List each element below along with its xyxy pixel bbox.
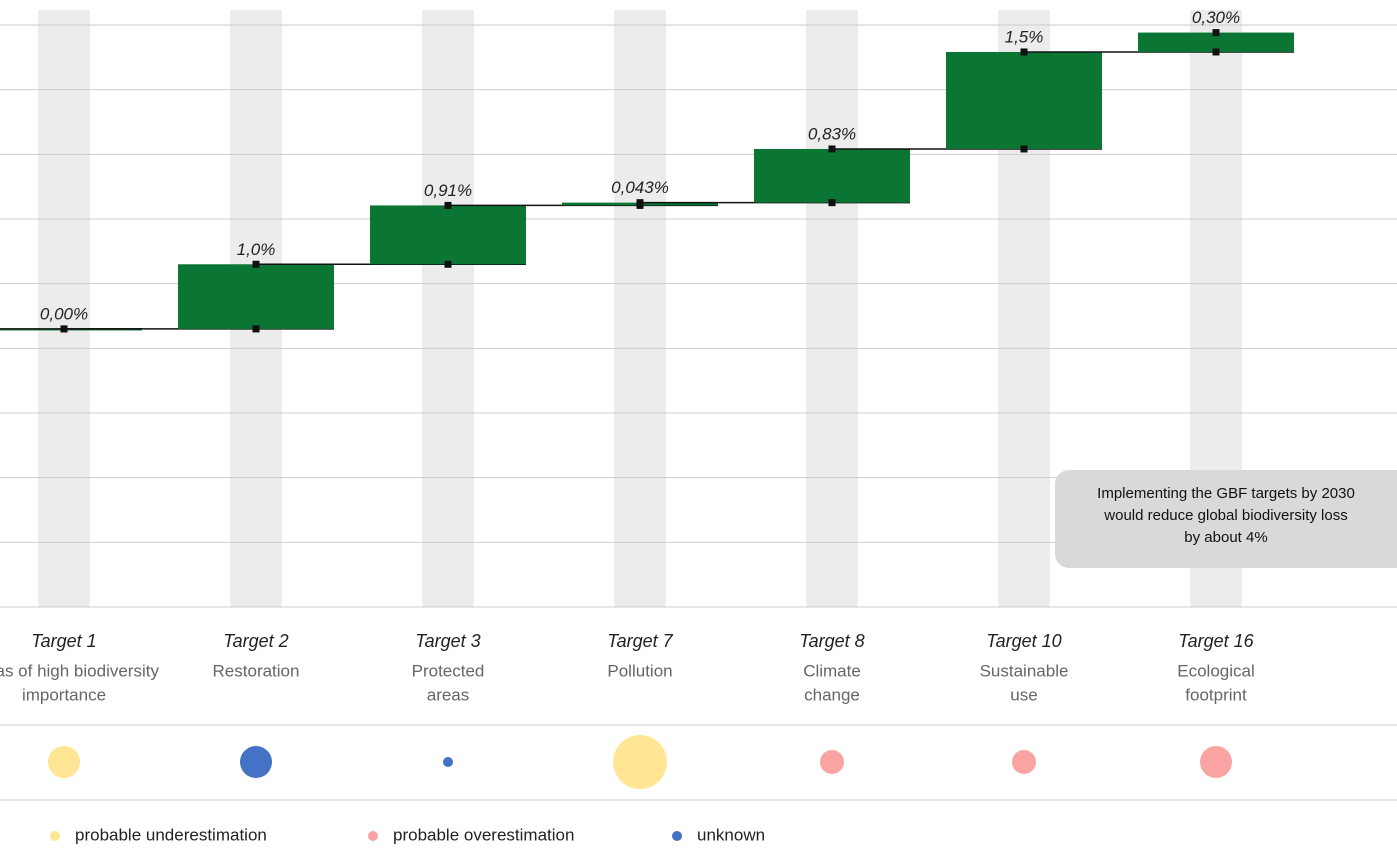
bubble bbox=[240, 746, 272, 778]
column-band bbox=[38, 10, 90, 607]
value-label: 1,5% bbox=[1005, 27, 1044, 46]
legend-label: probable overestimation bbox=[393, 825, 574, 844]
category-name: Pollution bbox=[607, 661, 672, 680]
category-name: Climate bbox=[803, 661, 861, 680]
bar bbox=[178, 264, 334, 329]
marker bbox=[1212, 48, 1220, 56]
category-name: change bbox=[804, 685, 860, 704]
annotation: would reduce global biodiversity loss bbox=[1103, 507, 1347, 524]
x-tick-label: Target 2 bbox=[223, 631, 288, 651]
marker bbox=[828, 199, 836, 207]
marker bbox=[828, 145, 836, 153]
x-tick-label: Target 7 bbox=[607, 631, 673, 651]
category-name: footprint bbox=[1185, 685, 1247, 704]
bubble bbox=[443, 757, 453, 767]
bubble bbox=[1012, 750, 1036, 774]
x-tick-label: Target 10 bbox=[986, 631, 1061, 651]
category-name: use bbox=[1010, 685, 1037, 704]
column-band bbox=[422, 10, 474, 607]
value-label: 0,91% bbox=[424, 181, 472, 200]
x-tick-label: Target 3 bbox=[415, 631, 480, 651]
category-name: Sustainable bbox=[980, 661, 1069, 680]
marker bbox=[444, 201, 452, 209]
category-name: areas bbox=[427, 685, 470, 704]
column-band bbox=[614, 10, 666, 607]
bubble bbox=[1200, 746, 1232, 778]
marker bbox=[60, 325, 68, 333]
category-name: Areas of high biodiversity bbox=[0, 661, 159, 680]
category-name: importance bbox=[22, 685, 106, 704]
marker bbox=[252, 260, 260, 268]
legend-label: unknown bbox=[697, 825, 765, 844]
value-label: 1,0% bbox=[237, 240, 276, 259]
legend-label: probable underestimation bbox=[75, 825, 267, 844]
bar bbox=[1138, 32, 1294, 52]
marker bbox=[444, 260, 452, 268]
x-tick-label: Target 1 bbox=[31, 631, 96, 651]
marker bbox=[636, 199, 644, 207]
bar bbox=[754, 148, 910, 203]
annotation-box bbox=[1055, 470, 1397, 568]
category-name: Restoration bbox=[213, 661, 300, 680]
marker bbox=[1020, 145, 1028, 153]
legend-dot bbox=[672, 831, 682, 841]
bubble bbox=[48, 746, 80, 778]
bubble bbox=[820, 750, 844, 774]
legend-dot bbox=[50, 831, 60, 841]
x-tick-label: Target 16 bbox=[1178, 631, 1254, 651]
column-band bbox=[806, 10, 858, 607]
value-label: 0,30% bbox=[1192, 8, 1240, 27]
category-name: Protected bbox=[412, 661, 485, 680]
annotation: by about 4% bbox=[1184, 529, 1267, 546]
annotation: Implementing the GBF targets by 2030 bbox=[1097, 485, 1355, 502]
bar bbox=[370, 205, 526, 265]
marker bbox=[1020, 48, 1028, 56]
bubble bbox=[613, 735, 667, 789]
value-label: 0,043% bbox=[611, 178, 669, 197]
value-label: 0,00% bbox=[40, 304, 88, 323]
legend-dot bbox=[368, 831, 378, 841]
marker bbox=[252, 325, 260, 333]
marker bbox=[1212, 29, 1220, 37]
bar bbox=[946, 51, 1102, 149]
value-label: 0,83% bbox=[808, 124, 856, 143]
category-name: Ecological bbox=[1177, 661, 1255, 680]
x-tick-label: Target 8 bbox=[799, 631, 864, 651]
